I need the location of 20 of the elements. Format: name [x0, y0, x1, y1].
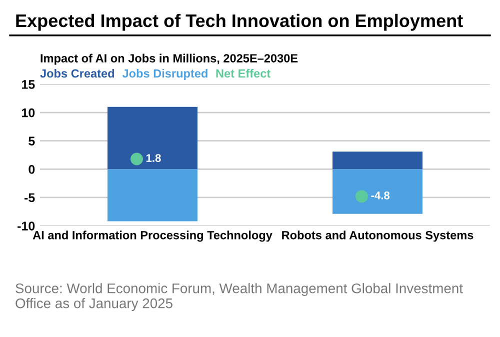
data-label: 1.8	[146, 154, 161, 162]
text: Net Effect	[216, 68, 270, 78]
text: Jobs Created	[40, 68, 114, 78]
y-tick-label: -10	[18, 222, 35, 230]
y-tick-label: -5	[24, 193, 35, 202]
data-label: -4.8	[371, 191, 390, 200]
y-tick-label: 15	[22, 80, 35, 89]
y-tick-label: 10	[22, 108, 35, 118]
y-tick-label: 0	[28, 164, 35, 174]
chart-title: Expected Impact of Tech Innovation on Employment	[16, 14, 463, 31]
chart-subtitle: Impact of AI on Jobs in Millions, 2025E–2030E	[40, 54, 298, 65]
x-tick-label: AI and Information Processing Technology	[32, 230, 272, 242]
y-tick-label: 5	[28, 136, 35, 146]
bar	[108, 106, 198, 170]
bar	[332, 152, 422, 170]
bar	[108, 169, 198, 222]
x-tick-label: Robots and Autonomous Systems	[282, 230, 474, 242]
text: Jobs Disrupted	[122, 68, 208, 80]
bar	[332, 169, 422, 214]
source-note: Source: World Economic Forum, Wealth Management Global Investment Office as of January 2025	[16, 283, 463, 311]
